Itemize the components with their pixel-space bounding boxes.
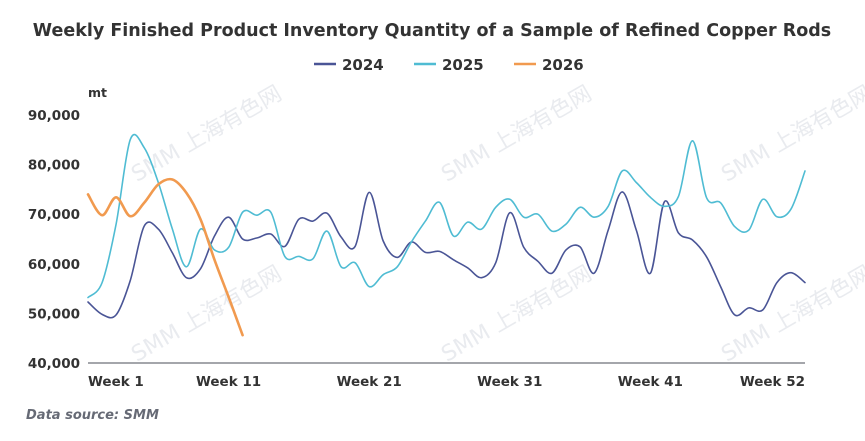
watermark-text: SMM 上海有色网 xyxy=(437,81,596,187)
y-tick-label: 60,000 xyxy=(28,257,80,273)
watermark-text: SMM 上海有色网 xyxy=(127,81,286,187)
legend-label: 2024 xyxy=(342,56,384,74)
y-tick-label: 50,000 xyxy=(28,306,80,322)
y-tick-label: 70,000 xyxy=(28,207,80,223)
x-axis: Week 1 Week 11 Week 21 Week 31 Week 41 Week 5… xyxy=(88,374,805,390)
x-tick-label: Week 21 xyxy=(337,374,402,390)
series-line-2026 xyxy=(86,177,244,337)
series-line-2024 xyxy=(87,191,806,319)
legend-item-2025[interactable]: 2025 xyxy=(414,56,484,74)
y-axis-unit-label: mt xyxy=(88,85,107,100)
x-tick-label: Week 31 xyxy=(477,374,542,390)
legend-item-2026[interactable]: 2026 xyxy=(514,56,584,74)
legend-label: 2026 xyxy=(542,56,584,74)
series-layer xyxy=(86,133,806,337)
data-source-note: Data source: SMM xyxy=(26,408,159,423)
series-line-2025 xyxy=(87,133,806,299)
y-tick-label: 90,000 xyxy=(28,108,80,124)
legend-label: 2025 xyxy=(442,56,484,74)
watermark-text: SMM 上海有色网 xyxy=(437,261,596,367)
legend-item-2024[interactable]: 2024 xyxy=(314,56,384,74)
series-2024 xyxy=(87,191,806,319)
y-tick-label: 80,000 xyxy=(28,158,80,174)
y-tick-label: 40,000 xyxy=(28,356,80,372)
x-tick-label: Week 52 xyxy=(740,374,805,390)
series-2026 xyxy=(86,177,244,337)
x-tick-label: Week 41 xyxy=(618,374,683,390)
watermark-text: SMM 上海有色网 xyxy=(127,261,286,367)
watermark-text: SMM 上海有色网 xyxy=(717,81,865,187)
legend: 2024 2025 2026 xyxy=(314,56,584,74)
y-axis: 40,000 50,000 60,000 70,000 80,000 90,000 xyxy=(28,108,80,372)
x-tick-label: Week 1 xyxy=(88,374,144,390)
series-2025 xyxy=(87,133,806,299)
chart-title: Weekly Finished Product Inventory Quanti… xyxy=(33,21,831,41)
x-tick-label: Week 11 xyxy=(196,374,261,390)
